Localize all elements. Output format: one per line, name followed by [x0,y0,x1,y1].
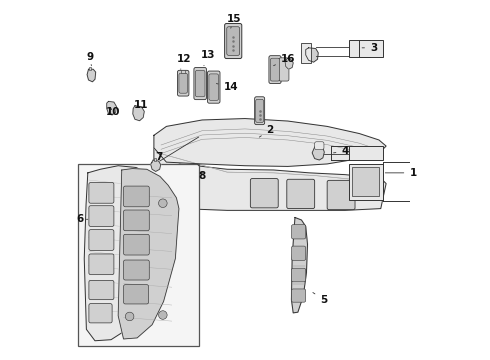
Circle shape [125,312,134,321]
FancyBboxPatch shape [123,186,149,207]
FancyBboxPatch shape [123,285,148,304]
Polygon shape [154,118,386,166]
Polygon shape [151,160,161,171]
Bar [78,164,199,346]
Bar [352,167,379,196]
FancyBboxPatch shape [270,58,280,81]
FancyBboxPatch shape [227,27,240,55]
Text: 10: 10 [106,107,120,117]
Text: 3: 3 [362,43,377,53]
Text: 5: 5 [313,293,327,305]
Text: 15: 15 [227,14,242,28]
FancyBboxPatch shape [89,183,114,203]
FancyBboxPatch shape [292,225,306,239]
Text: 9: 9 [86,52,93,66]
FancyBboxPatch shape [292,246,306,260]
Text: 4: 4 [334,147,349,157]
FancyBboxPatch shape [209,74,219,100]
Polygon shape [84,166,162,341]
FancyBboxPatch shape [89,254,114,275]
Text: 6: 6 [76,214,88,224]
FancyBboxPatch shape [269,56,281,84]
FancyBboxPatch shape [89,206,114,226]
FancyBboxPatch shape [250,179,278,208]
FancyBboxPatch shape [292,289,306,302]
FancyBboxPatch shape [179,73,188,93]
FancyBboxPatch shape [123,234,149,255]
FancyBboxPatch shape [224,23,242,59]
Text: 14: 14 [217,82,238,92]
Polygon shape [312,147,324,160]
Bar [153,158,156,161]
Polygon shape [154,148,386,210]
Text: 11: 11 [134,100,149,110]
FancyBboxPatch shape [255,97,265,125]
FancyBboxPatch shape [256,99,264,122]
FancyBboxPatch shape [207,71,220,103]
Bar [181,70,185,73]
FancyBboxPatch shape [194,67,206,100]
Text: 1: 1 [385,168,416,178]
Text: 8: 8 [198,171,206,181]
Text: 16: 16 [273,54,295,66]
Polygon shape [285,59,293,69]
Text: 13: 13 [200,50,215,66]
FancyBboxPatch shape [287,179,315,208]
Bar [348,164,383,200]
FancyBboxPatch shape [89,280,114,300]
FancyBboxPatch shape [123,210,149,231]
FancyBboxPatch shape [279,58,289,81]
FancyBboxPatch shape [89,303,112,323]
Circle shape [159,311,167,319]
Polygon shape [133,106,144,121]
FancyBboxPatch shape [315,142,324,150]
Bar [348,146,383,160]
Polygon shape [118,168,179,339]
Text: 7: 7 [151,152,162,163]
FancyBboxPatch shape [327,180,355,210]
Bar [89,67,91,70]
Circle shape [159,199,167,207]
Polygon shape [306,48,318,62]
Bar [348,40,383,57]
Polygon shape [107,102,117,115]
Polygon shape [292,217,308,313]
FancyBboxPatch shape [89,230,114,250]
Bar [301,43,312,63]
Text: 2: 2 [259,125,274,137]
FancyBboxPatch shape [292,268,306,282]
FancyBboxPatch shape [123,260,149,280]
Text: 12: 12 [177,54,192,69]
FancyBboxPatch shape [177,70,189,96]
FancyBboxPatch shape [196,70,205,97]
Polygon shape [87,69,96,82]
